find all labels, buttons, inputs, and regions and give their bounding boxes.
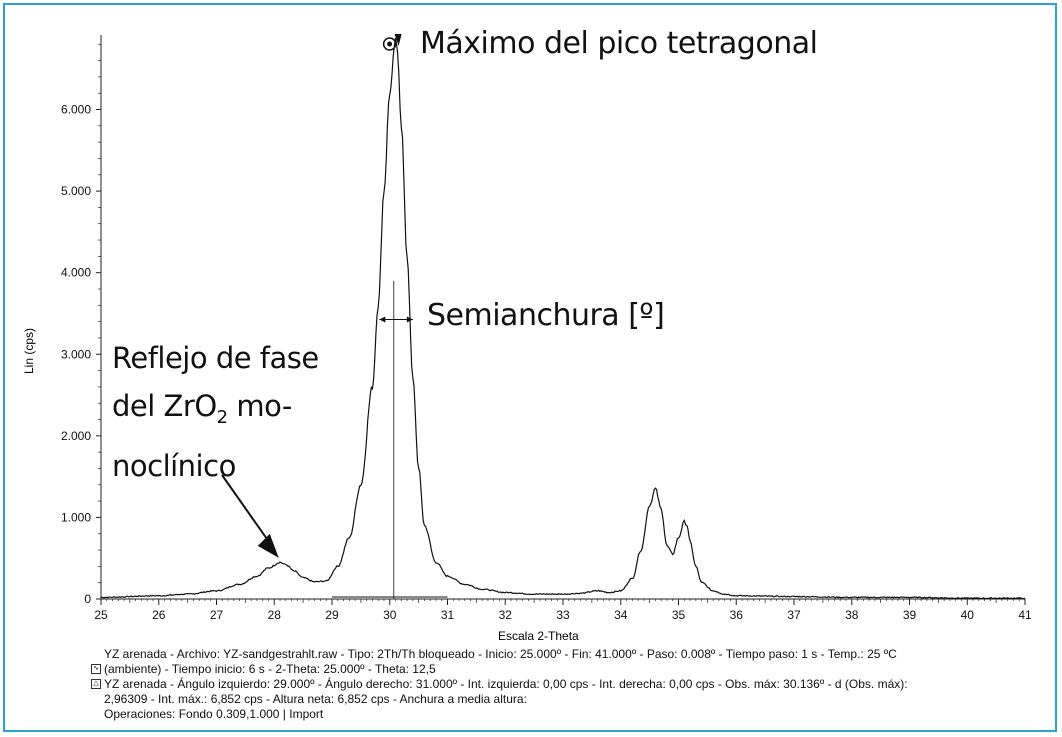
y-tick-label: 2.000 (61, 429, 91, 443)
monoclinic-arrow-head (257, 533, 279, 558)
x-tick-label: 37 (787, 608, 801, 622)
y-ticks: 0 1.000 2.000 3.000 4.000 5.000 6.000 (61, 43, 101, 606)
info-line-5: Operaciones: Fondo 0.309,1.000 | Import (104, 707, 324, 721)
x-tick-label: 30 (383, 608, 397, 622)
x-tick-label: 39 (903, 608, 917, 622)
diffraction-series-line (100, 37, 1026, 600)
annotation-mo-text: mo- (236, 389, 292, 423)
annotation-half-width: Semianchura [º] (427, 298, 665, 333)
x-tick-label: 36 (730, 608, 744, 622)
x-tick-label: 33 (556, 608, 570, 622)
x-tick-label: 40 (961, 608, 975, 622)
annotation-peak-maximum: Máximo del pico tetragonal (420, 26, 818, 61)
peak-marker-ring (382, 37, 397, 51)
y-tick-label: 5.000 (61, 184, 91, 198)
x-tick-label: 26 (152, 608, 166, 622)
annotation-subscript: 2 (216, 406, 228, 428)
x-axis-label: Escala 2-Theta (498, 629, 579, 643)
x-tick-label: 38 (845, 608, 859, 622)
y-tick-label: 3.000 (61, 347, 91, 361)
x-tick-label: 34 (614, 608, 628, 622)
scan-info-block: YZ arenada - Archivo: YZ-sandgestrahlt.r… (91, 647, 1044, 722)
annotation-monoclinic-reflection: Reflejo de fase del ZrO2 mo- noclínico (112, 334, 319, 490)
annotation-line-1: Reflejo de fase (112, 341, 319, 375)
annotation-marks (221, 34, 448, 599)
x-tick-label: 27 (210, 608, 224, 622)
annotation-zro-text: del ZrO (112, 389, 217, 423)
x-tick-label: 25 (94, 608, 108, 622)
info-line-3-text: YZ arenada - Ángulo izquierdo: 29.000º -… (104, 677, 908, 691)
half-width-arrow-right (406, 316, 413, 323)
x-tick-label: 35 (672, 608, 686, 622)
info-line-4: 2,96309 - Int. máx.: 6,852 cps - Altura … (104, 692, 527, 706)
y-tick-label: 0 (84, 592, 91, 606)
annotation-line-3: noclínico (112, 448, 236, 483)
x-tick-label: 31 (441, 608, 455, 622)
y-axis-label: Lin (cps) (22, 327, 36, 374)
half-width-arrow-left (379, 316, 386, 323)
monoclinic-arrow-line (221, 474, 273, 547)
y-tick-label: 6.000 (61, 103, 91, 117)
info-line-2: ∿ (ambiente) - Tiempo inicio: 6 s - 2-The… (91, 662, 1044, 677)
x-tick-label: 41 (1018, 608, 1032, 622)
annotation-line-2: del ZrO2 mo- (112, 382, 319, 442)
peak-marker-dot (387, 41, 393, 47)
y-tick-label: 4.000 (61, 266, 91, 280)
info-line-2-text: (ambiente) - Tiempo inicio: 6 s - 2-Thet… (104, 662, 436, 676)
scan-wave-icon: ∿ (91, 664, 101, 674)
x-ticks: 25 26 27 28 29 30 31 32 33 34 35 36 37 38 39 40 41 (94, 599, 1032, 622)
figure-frame (3, 3, 1057, 732)
x-tick-label: 32 (499, 608, 513, 622)
peak-triangle-icon: △ (91, 679, 101, 689)
x-tick-label: 28 (268, 608, 282, 622)
peak-marker-arrow (394, 34, 402, 46)
y-tick-label: 1.000 (61, 510, 91, 524)
x-tick-label: 29 (325, 608, 339, 622)
info-line-1: YZ arenada - Archivo: YZ-sandgestrahlt.r… (104, 647, 897, 661)
info-line-3: △ YZ arenada - Ángulo izquierdo: 29.000º … (91, 677, 1044, 692)
